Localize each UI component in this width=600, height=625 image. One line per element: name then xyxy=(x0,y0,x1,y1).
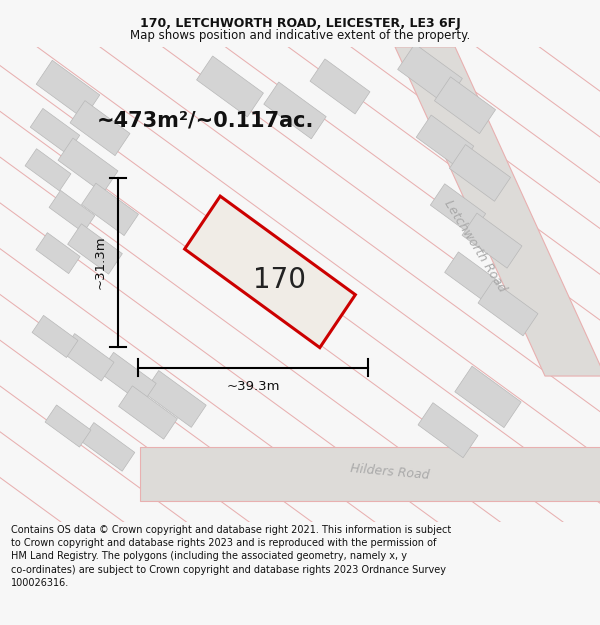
Text: Contains OS data © Crown copyright and database right 2021. This information is : Contains OS data © Crown copyright and d… xyxy=(11,525,451,588)
Polygon shape xyxy=(445,252,499,302)
Polygon shape xyxy=(462,213,522,268)
Polygon shape xyxy=(398,44,463,104)
Text: ~31.3m: ~31.3m xyxy=(94,236,107,289)
Polygon shape xyxy=(449,144,511,201)
Polygon shape xyxy=(36,232,80,274)
Polygon shape xyxy=(119,386,178,439)
Polygon shape xyxy=(100,352,156,404)
Polygon shape xyxy=(36,60,100,119)
Text: Map shows position and indicative extent of the property.: Map shows position and indicative extent… xyxy=(130,29,470,41)
Polygon shape xyxy=(264,82,326,139)
Polygon shape xyxy=(68,224,122,274)
Polygon shape xyxy=(62,334,114,381)
Polygon shape xyxy=(416,115,474,168)
Polygon shape xyxy=(455,366,521,428)
Polygon shape xyxy=(140,447,600,501)
Polygon shape xyxy=(434,77,496,134)
Polygon shape xyxy=(82,183,139,236)
Polygon shape xyxy=(30,108,80,154)
Polygon shape xyxy=(478,281,538,336)
Polygon shape xyxy=(430,184,485,235)
Polygon shape xyxy=(395,47,600,376)
Text: ~39.3m: ~39.3m xyxy=(226,380,280,393)
Polygon shape xyxy=(418,402,478,458)
Polygon shape xyxy=(81,422,135,471)
Text: 170: 170 xyxy=(254,266,307,294)
Text: Hilders Road: Hilders Road xyxy=(350,462,430,482)
Polygon shape xyxy=(25,149,71,191)
Polygon shape xyxy=(58,138,118,193)
Text: ~473m²/~0.117ac.: ~473m²/~0.117ac. xyxy=(97,111,314,131)
Polygon shape xyxy=(144,371,206,428)
Polygon shape xyxy=(32,316,78,357)
Polygon shape xyxy=(185,196,355,348)
Polygon shape xyxy=(197,56,263,117)
Text: 170, LETCHWORTH ROAD, LEICESTER, LE3 6FJ: 170, LETCHWORTH ROAD, LEICESTER, LE3 6FJ xyxy=(140,18,460,30)
Polygon shape xyxy=(70,101,130,156)
Polygon shape xyxy=(45,405,91,447)
Polygon shape xyxy=(310,59,370,114)
Polygon shape xyxy=(49,191,95,232)
Text: Letchworth Road: Letchworth Road xyxy=(442,198,509,294)
